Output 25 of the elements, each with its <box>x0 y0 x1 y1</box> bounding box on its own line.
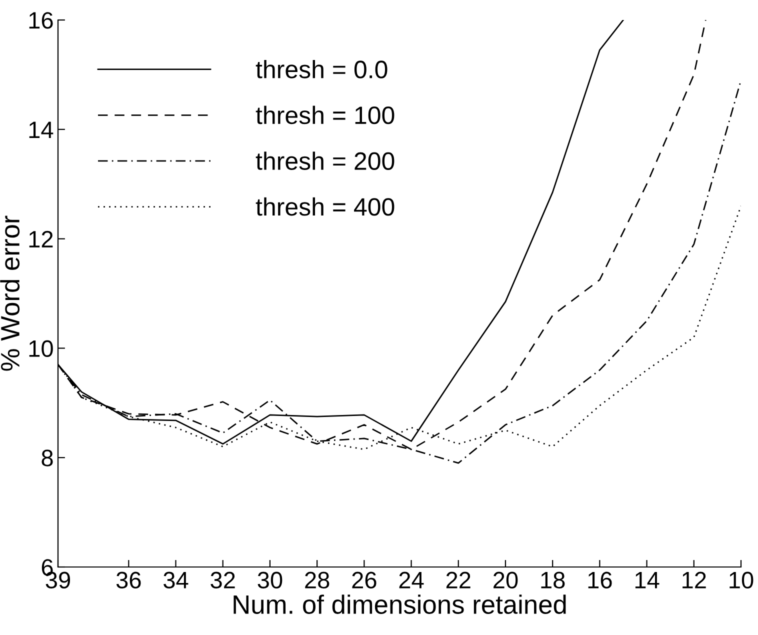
x-tick-label: 30 <box>258 572 282 589</box>
x-tick-label: 16 <box>588 572 612 589</box>
y-tick-label: 10 <box>29 340 53 357</box>
x-tick-label: 32 <box>210 572 235 589</box>
x-tick-label: 12 <box>682 572 706 588</box>
x-axis-title: Num. of dimensions retained <box>234 594 566 614</box>
x-tick-label: 22 <box>446 572 470 588</box>
x-tick-label: 26 <box>352 572 376 589</box>
x-tick-label: 10 <box>730 572 754 589</box>
y-tick-label: 12 <box>29 230 53 248</box>
legend-label: thresh = 400 <box>256 197 394 216</box>
x-tick-label: 34 <box>164 572 188 589</box>
legend-label: thresh = 0.0 <box>256 60 388 78</box>
x-tick-label: 24 <box>399 572 424 588</box>
x-tick-label: 18 <box>541 572 565 589</box>
legend-label: thresh = 100 <box>256 106 394 124</box>
x-tick-label: 36 <box>116 572 141 589</box>
x-tick-label: 28 <box>305 572 330 589</box>
y-tick-label: 14 <box>29 122 54 138</box>
x-tick-label: 20 <box>494 572 518 589</box>
y-tick-label: 16 <box>29 12 53 29</box>
y-axis-title: % Word error <box>0 216 20 371</box>
legend-label: thresh = 200 <box>256 152 394 170</box>
y-tick-label: 8 <box>42 450 53 466</box>
x-tick-label: 14 <box>635 572 660 588</box>
